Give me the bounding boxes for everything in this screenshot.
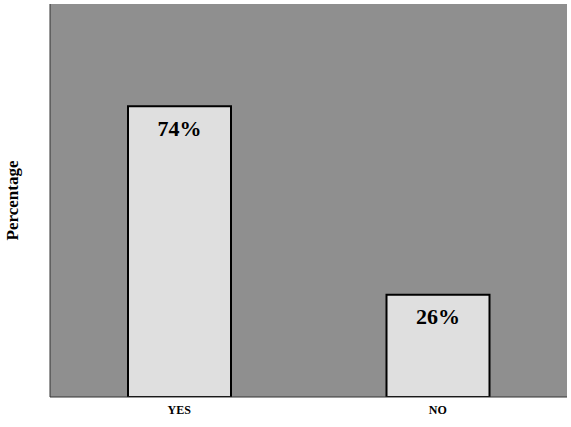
svg-text:YES: YES bbox=[168, 403, 192, 417]
svg-text:26%: 26% bbox=[416, 304, 460, 329]
svg-text:74%: 74% bbox=[158, 116, 202, 141]
svg-text:NO: NO bbox=[429, 403, 447, 417]
svg-text:Percentage: Percentage bbox=[3, 160, 22, 240]
